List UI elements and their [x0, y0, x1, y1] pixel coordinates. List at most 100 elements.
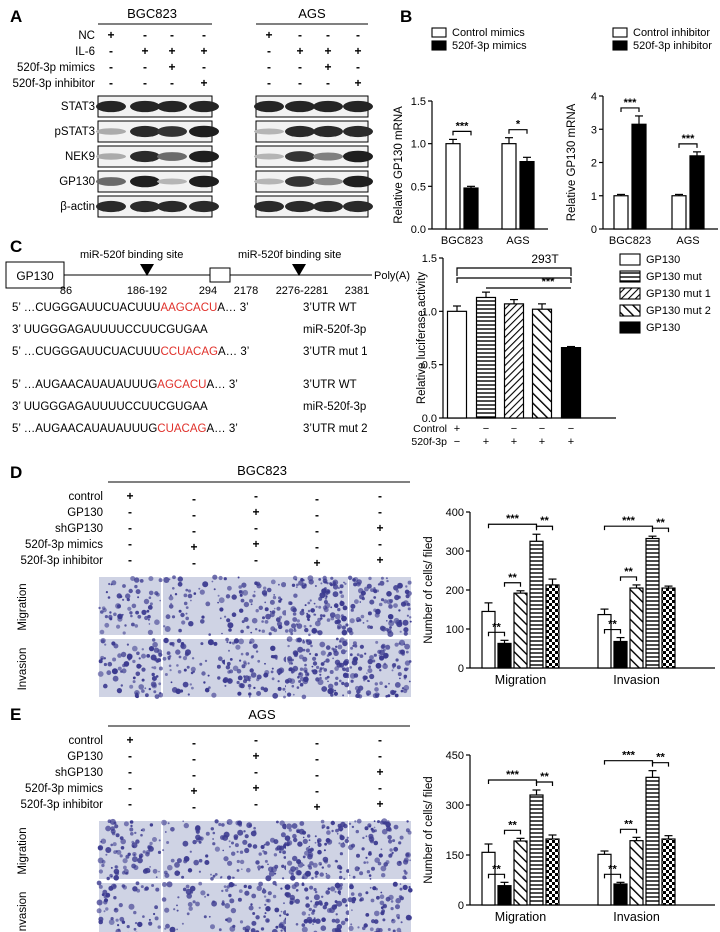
cell-dot — [270, 579, 276, 585]
cell-dot — [366, 861, 369, 864]
cell-dot — [377, 861, 382, 866]
cell-dot — [114, 865, 118, 869]
cell-dot — [104, 622, 110, 628]
cell-dot — [300, 578, 304, 582]
cell-dot — [321, 895, 324, 898]
x-tick-label-migration: Migration — [495, 673, 546, 687]
cell-dot — [378, 654, 381, 657]
cell-dot — [269, 599, 275, 605]
cell-dot — [168, 595, 174, 601]
cell-dot — [231, 883, 235, 887]
cell-dot — [185, 616, 189, 621]
cell-dot — [349, 630, 354, 636]
cell-dot — [346, 836, 349, 839]
cell-dot — [344, 682, 350, 688]
blot-band — [130, 175, 160, 188]
cell-dot — [292, 855, 298, 862]
sign-ags: - — [356, 60, 360, 74]
cell-dot — [264, 607, 269, 612]
cell-dot — [369, 673, 375, 680]
y-tick-label: 0.0 — [411, 224, 426, 236]
cell-dot — [213, 641, 218, 646]
sign-ags: + — [354, 76, 361, 90]
cell-dot — [163, 870, 168, 875]
significance-bracket — [651, 527, 670, 533]
cell-dot — [322, 667, 325, 670]
cell-dot — [271, 667, 274, 670]
cell-dot — [356, 689, 361, 694]
significance-label: ** — [540, 515, 549, 527]
position-294: 294 — [199, 285, 217, 297]
condition-sign: + — [190, 540, 197, 554]
cell-dot — [339, 679, 342, 683]
cell-dot — [280, 929, 283, 932]
cell-dot — [318, 605, 322, 609]
cell-dot — [198, 587, 201, 590]
cell-dot — [340, 600, 343, 603]
cell-dot — [291, 684, 295, 688]
condition-sign: - — [192, 524, 196, 538]
position-2276-2281: 2276-2281 — [276, 285, 329, 297]
cell-dot — [351, 825, 355, 829]
cell-dot — [185, 888, 192, 895]
cell-dot — [319, 676, 322, 680]
cell-dot — [334, 890, 337, 893]
cell-dot — [323, 660, 326, 663]
group-label-bgc823: BGC823 — [127, 6, 177, 21]
cell-dot — [247, 684, 252, 688]
condition-label-520f-3p-inhibitor: 520f-3p inhibitor — [21, 555, 104, 567]
cell-dot — [269, 610, 272, 613]
cell-dot — [318, 578, 322, 581]
condition-sign: - — [315, 540, 319, 554]
cell-dot — [327, 864, 331, 868]
cell-dot — [326, 830, 331, 835]
group-label-bgc823: BGC823 — [237, 463, 287, 478]
cell-dot — [358, 666, 363, 671]
cell-dot — [238, 889, 243, 893]
cell-dot — [338, 875, 343, 880]
cell-dot — [380, 644, 385, 650]
cell-dot — [339, 584, 344, 589]
y-tick-label: 300 — [446, 800, 464, 812]
cell-dot — [355, 829, 359, 834]
cell-dot — [383, 652, 389, 659]
cell-dot — [321, 686, 328, 692]
sequence-line: 5’ …CUGGGAUUCUACUUUAAGCACUA… 3’ — [12, 302, 249, 314]
cell-dot — [226, 819, 233, 825]
cell-dot — [261, 889, 267, 894]
cell-dot — [146, 654, 151, 658]
cell-dot — [296, 623, 303, 629]
legend-label-gp130: GP130 — [646, 254, 680, 266]
cell-dot — [100, 655, 105, 660]
cell-dot — [225, 594, 231, 599]
cell-dot — [122, 858, 128, 864]
blot-band — [343, 200, 373, 213]
cell-dot — [364, 826, 369, 831]
cell-dot — [110, 866, 113, 869]
blot-band — [343, 125, 373, 138]
y-tick-label: 0.5 — [422, 360, 437, 372]
cell-dot — [304, 887, 309, 892]
cell-dot — [367, 658, 373, 665]
cell-dot — [349, 884, 354, 890]
significance-bracket — [503, 829, 522, 835]
cell-dot — [143, 598, 150, 605]
cell-dot — [150, 654, 157, 661]
cell-dot — [113, 850, 117, 854]
legend-swatch — [431, 27, 447, 38]
condition-label-520f-3p-inhibitor: 520f-3p inhibitor — [21, 799, 104, 811]
cell-dot — [382, 663, 388, 670]
cell-dot — [115, 918, 119, 922]
cell-dot — [408, 680, 411, 683]
cell-dot — [103, 662, 107, 667]
cell-dot — [292, 612, 297, 616]
cell-dot — [280, 910, 283, 913]
cell-dot — [323, 668, 328, 672]
cell-dot — [243, 617, 249, 622]
y-tick-label: 0.0 — [422, 413, 437, 425]
cell-dot — [341, 681, 345, 686]
cell-dot — [218, 575, 223, 581]
cell-dot — [347, 575, 353, 580]
cell-dot — [387, 928, 391, 931]
x-tick-label-migration: Migration — [495, 910, 546, 924]
